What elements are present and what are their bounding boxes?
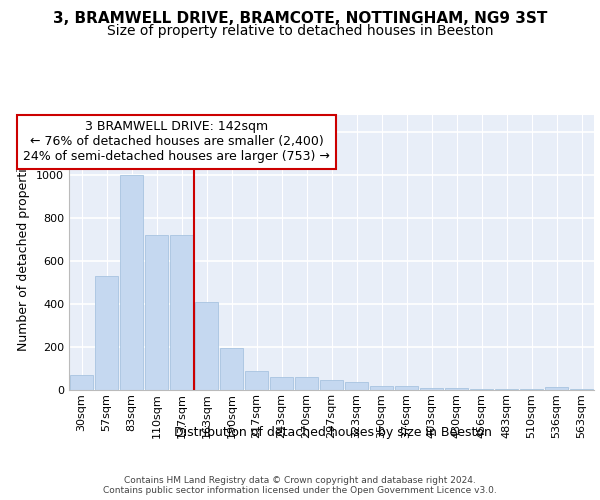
Bar	[495, 389, 518, 390]
Bar	[170, 236, 193, 390]
Bar	[545, 387, 568, 390]
Bar	[320, 380, 343, 390]
Bar	[245, 370, 268, 390]
Text: Size of property relative to detached houses in Beeston: Size of property relative to detached ho…	[107, 24, 493, 38]
Y-axis label: Number of detached properties: Number of detached properties	[17, 154, 31, 351]
Bar	[395, 386, 418, 390]
Bar	[345, 382, 368, 390]
Bar	[145, 236, 168, 390]
Bar	[270, 377, 293, 390]
Text: 3 BRAMWELL DRIVE: 142sqm
← 76% of detached houses are smaller (2,400)
24% of sem: 3 BRAMWELL DRIVE: 142sqm ← 76% of detach…	[23, 120, 330, 164]
Text: Distribution of detached houses by size in Beeston: Distribution of detached houses by size …	[174, 426, 492, 439]
Bar	[420, 388, 443, 390]
Bar	[295, 377, 318, 390]
Bar	[120, 175, 143, 390]
Text: Contains HM Land Registry data © Crown copyright and database right 2024.
Contai: Contains HM Land Registry data © Crown c…	[103, 476, 497, 495]
Bar	[470, 389, 493, 390]
Bar	[570, 389, 593, 390]
Bar	[370, 386, 393, 390]
Bar	[445, 388, 468, 390]
Bar	[95, 276, 118, 390]
Bar	[220, 348, 243, 390]
Text: 3, BRAMWELL DRIVE, BRAMCOTE, NOTTINGHAM, NG9 3ST: 3, BRAMWELL DRIVE, BRAMCOTE, NOTTINGHAM,…	[53, 11, 547, 26]
Bar	[195, 302, 218, 390]
Bar	[70, 375, 93, 390]
Bar	[520, 389, 543, 390]
